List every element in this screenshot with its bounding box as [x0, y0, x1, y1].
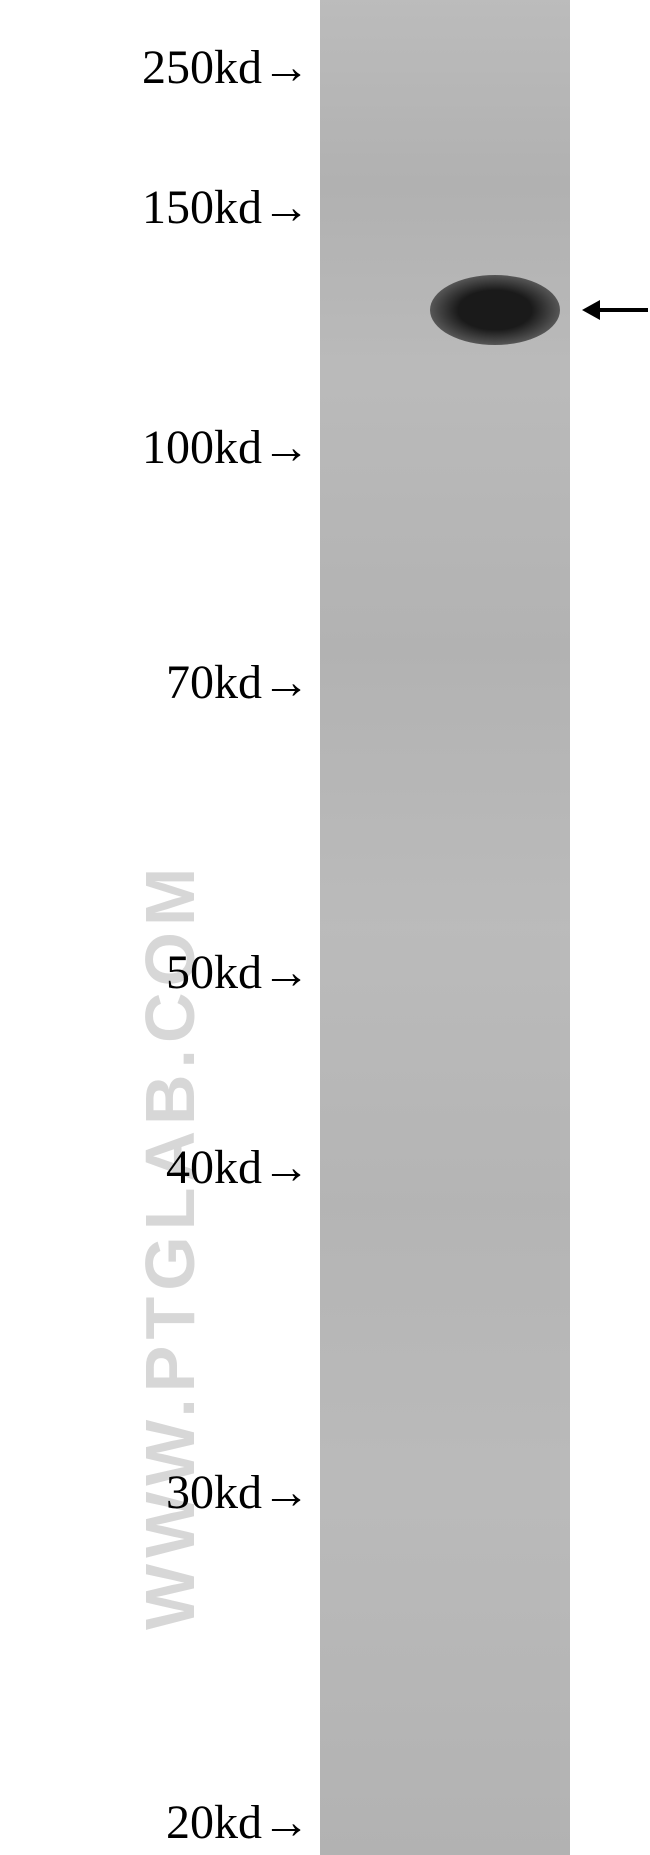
- arrow-right-icon: →: [262, 40, 310, 95]
- arrow-right-icon: →: [262, 945, 310, 1000]
- mw-label-text: 100kd: [142, 421, 262, 474]
- mw-marker-20kd: 20kd→: [166, 1795, 310, 1850]
- mw-label-text: 40kd: [166, 1141, 262, 1194]
- arrow-right-icon: →: [262, 420, 310, 475]
- arrow-right-icon: →: [262, 1465, 310, 1520]
- mw-label-text: 30kd: [166, 1466, 262, 1519]
- arrow-right-icon: →: [262, 655, 310, 710]
- mw-marker-30kd: 30kd→: [166, 1465, 310, 1520]
- mw-label-text: 50kd: [166, 946, 262, 999]
- mw-marker-250kd: 250kd→: [142, 40, 310, 95]
- mw-label-text: 70kd: [166, 656, 262, 709]
- arrow-right-icon: →: [262, 180, 310, 235]
- mw-marker-100kd: 100kd→: [142, 420, 310, 475]
- mw-marker-40kd: 40kd→: [166, 1140, 310, 1195]
- arrow-right-icon: →: [262, 1795, 310, 1850]
- arrow-right-icon: →: [262, 1140, 310, 1195]
- protein-band: [430, 275, 560, 345]
- blot-lane: [320, 0, 570, 1855]
- blot-figure: WWW.PTGLAB.COM 250kd→ 150kd→ 100kd→ 70kd…: [0, 0, 650, 1855]
- lane-texture: [320, 0, 570, 1855]
- mw-label-text: 250kd: [142, 41, 262, 94]
- mw-marker-50kd: 50kd→: [166, 945, 310, 1000]
- mw-label-text: 20kd: [166, 1796, 262, 1849]
- mw-marker-70kd: 70kd→: [166, 655, 310, 710]
- mw-marker-150kd: 150kd→: [142, 180, 310, 235]
- arrow-shaft: [598, 308, 648, 312]
- mw-label-text: 150kd: [142, 181, 262, 234]
- band-indicator-arrow: [582, 300, 648, 320]
